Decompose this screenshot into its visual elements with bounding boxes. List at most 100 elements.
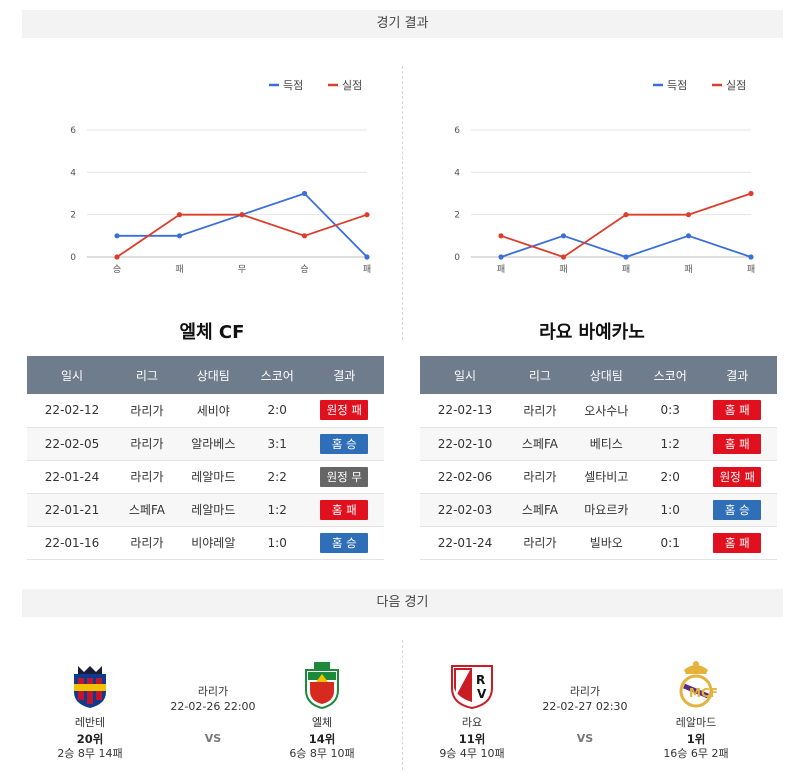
- rayo-recent-matches-table: 일시 리그 상대팀 스코어 결과 22-02-13 라리가 오사수나 0:3 홈 패 22-02-…: [420, 356, 777, 560]
- home-team-rank: 20위: [76, 732, 104, 746]
- table-row: 22-02-06 라리가 셀타비고 2:0 원정 패: [420, 460, 777, 494]
- result-badge: 원정 무: [320, 466, 369, 487]
- column-divider: [402, 640, 403, 770]
- match-result-cell: 홈 패: [697, 394, 777, 428]
- scored-point: [623, 254, 629, 260]
- next-match-card-levante-elche: 레반테 20위 2승 8무 14패 라리가 22-02-26 22:00 VS …: [40, 640, 400, 770]
- away-team-rank: 14위: [308, 732, 336, 746]
- conceded-point: [748, 190, 754, 197]
- x-tick-label: 패: [363, 264, 371, 275]
- match-league: 라리가: [569, 685, 601, 698]
- table-row: 22-01-24 라리가 빌바오 0:1 홈 패: [420, 526, 777, 560]
- away-team-name: 레알마드: [675, 716, 717, 729]
- match-score: 0:3: [642, 394, 698, 428]
- x-tick-label: 승: [300, 264, 308, 275]
- match-result-cell: 원정 패: [697, 460, 777, 494]
- x-tick-label: 패: [684, 264, 692, 275]
- conceded-point: [623, 212, 629, 218]
- match-league: 라리가: [117, 427, 177, 461]
- line-chart-svg: 0 2 4 6 패 패 패 패 패 득점 실점: [454, 79, 755, 275]
- y-tick-label: 6: [454, 126, 460, 136]
- column-header: 스코어: [249, 356, 305, 394]
- scored-point: [560, 233, 567, 239]
- column-header: 일시: [420, 356, 511, 394]
- match-date: 22-01-24: [27, 460, 118, 494]
- match-league: 스페FA: [510, 427, 570, 461]
- match-league: 스페FA: [117, 493, 177, 527]
- vs-label: VS: [576, 732, 594, 745]
- match-league: 라리가: [510, 394, 570, 428]
- rayo-crest-icon: R V: [451, 665, 493, 710]
- match-result-cell: 홈 승: [304, 526, 384, 560]
- y-tick-label: 4: [454, 168, 460, 178]
- real-madrid-crest-icon: MCF: [679, 661, 718, 708]
- match-date: 22-02-03: [420, 493, 511, 527]
- match-score: 3:1: [249, 427, 305, 461]
- away-team-record: 16승 6무 2패: [663, 747, 729, 760]
- column-header: 일시: [27, 356, 118, 394]
- conceded-point: [498, 233, 504, 239]
- match-result-cell: 홈 패: [697, 526, 777, 560]
- match-date: 22-02-13: [420, 394, 511, 428]
- home-team-record: 2승 8무 14패: [57, 747, 123, 760]
- match-league: 라리가: [510, 526, 570, 560]
- conceded-legend-label: 실점: [342, 79, 362, 92]
- y-tick-label: 2: [70, 211, 76, 221]
- y-tick-label: 0: [70, 253, 76, 263]
- scored-point: [176, 233, 183, 239]
- match-opponent: 알라베스: [176, 427, 250, 461]
- column-header: 리그: [117, 356, 177, 394]
- result-badge: 홈 패: [713, 400, 762, 421]
- svg-text:V: V: [477, 687, 487, 701]
- result-badge: 원정 패: [320, 400, 369, 421]
- x-tick-label: 패: [559, 264, 567, 275]
- y-tick-label: 2: [454, 211, 460, 221]
- column-header: 리그: [510, 356, 570, 394]
- line-chart-svg: 0 2 4 6 승 패 무 승 패 득점 실점: [70, 79, 371, 275]
- conceded-point: [176, 212, 183, 218]
- table-row: 22-01-16 라리가 비야레알 1:0 홈 승: [27, 526, 384, 560]
- column-header: 결과: [304, 356, 384, 394]
- x-tick-label: 패: [747, 264, 755, 275]
- scored-point: [748, 254, 754, 260]
- match-opponent: 빌바오: [569, 526, 643, 560]
- scored-series-line: [500, 234, 752, 258]
- match-date: 22-01-16: [27, 526, 118, 560]
- match-datetime: 22-02-27 02:30: [542, 700, 628, 713]
- match-score: 1:0: [249, 526, 305, 560]
- table-row: 22-02-10 스페FA 베티스 1:2 홈 패: [420, 427, 777, 461]
- result-badge: 원정 패: [713, 466, 762, 487]
- match-datetime: 22-02-26 22:00: [170, 700, 256, 713]
- match-opponent: 오사수나: [569, 394, 643, 428]
- table-row: 22-02-05 라리가 알라베스 3:1 홈 승: [27, 427, 384, 461]
- match-opponent: 비야레알: [176, 526, 250, 560]
- match-league: 라리가: [197, 685, 229, 698]
- match-score: 2:2: [249, 460, 305, 494]
- scored-series-line: [117, 192, 368, 258]
- away-team-rank: 1위: [686, 732, 706, 746]
- elche-crest-icon: [305, 662, 339, 710]
- scored-point: [364, 254, 370, 260]
- match-result-cell: 홈 패: [697, 427, 777, 461]
- y-tick-label: 4: [70, 168, 76, 178]
- match-date: 22-02-10: [420, 427, 511, 461]
- scored-legend-label: 득점: [667, 79, 687, 92]
- x-tick-label: 승: [113, 264, 121, 275]
- column-header: 결과: [697, 356, 777, 394]
- scored-point: [498, 254, 504, 260]
- match-result-cell: 원정 무: [304, 460, 384, 494]
- match-score: 1:2: [249, 493, 305, 527]
- conceded-point: [364, 212, 370, 218]
- match-date: 22-02-12: [27, 394, 118, 428]
- match-date: 22-02-05: [27, 427, 118, 461]
- match-league: 라리가: [117, 394, 177, 428]
- match-result-cell: 홈 승: [697, 493, 777, 527]
- team-title-elche: 엘체 CF: [179, 322, 245, 343]
- match-opponent: 세비야: [176, 394, 250, 428]
- conceded-point: [560, 254, 567, 260]
- table-row: 22-02-13 라리가 오사수나 0:3 홈 패: [420, 394, 777, 428]
- table-row: 22-02-12 라리가 세비야 2:0 원정 패: [27, 394, 384, 428]
- column-header: 스코어: [642, 356, 698, 394]
- match-date: 22-02-06: [420, 460, 511, 494]
- elche-form-chart: 0 2 4 6 승 패 무 승 패 득점 실점: [60, 66, 390, 281]
